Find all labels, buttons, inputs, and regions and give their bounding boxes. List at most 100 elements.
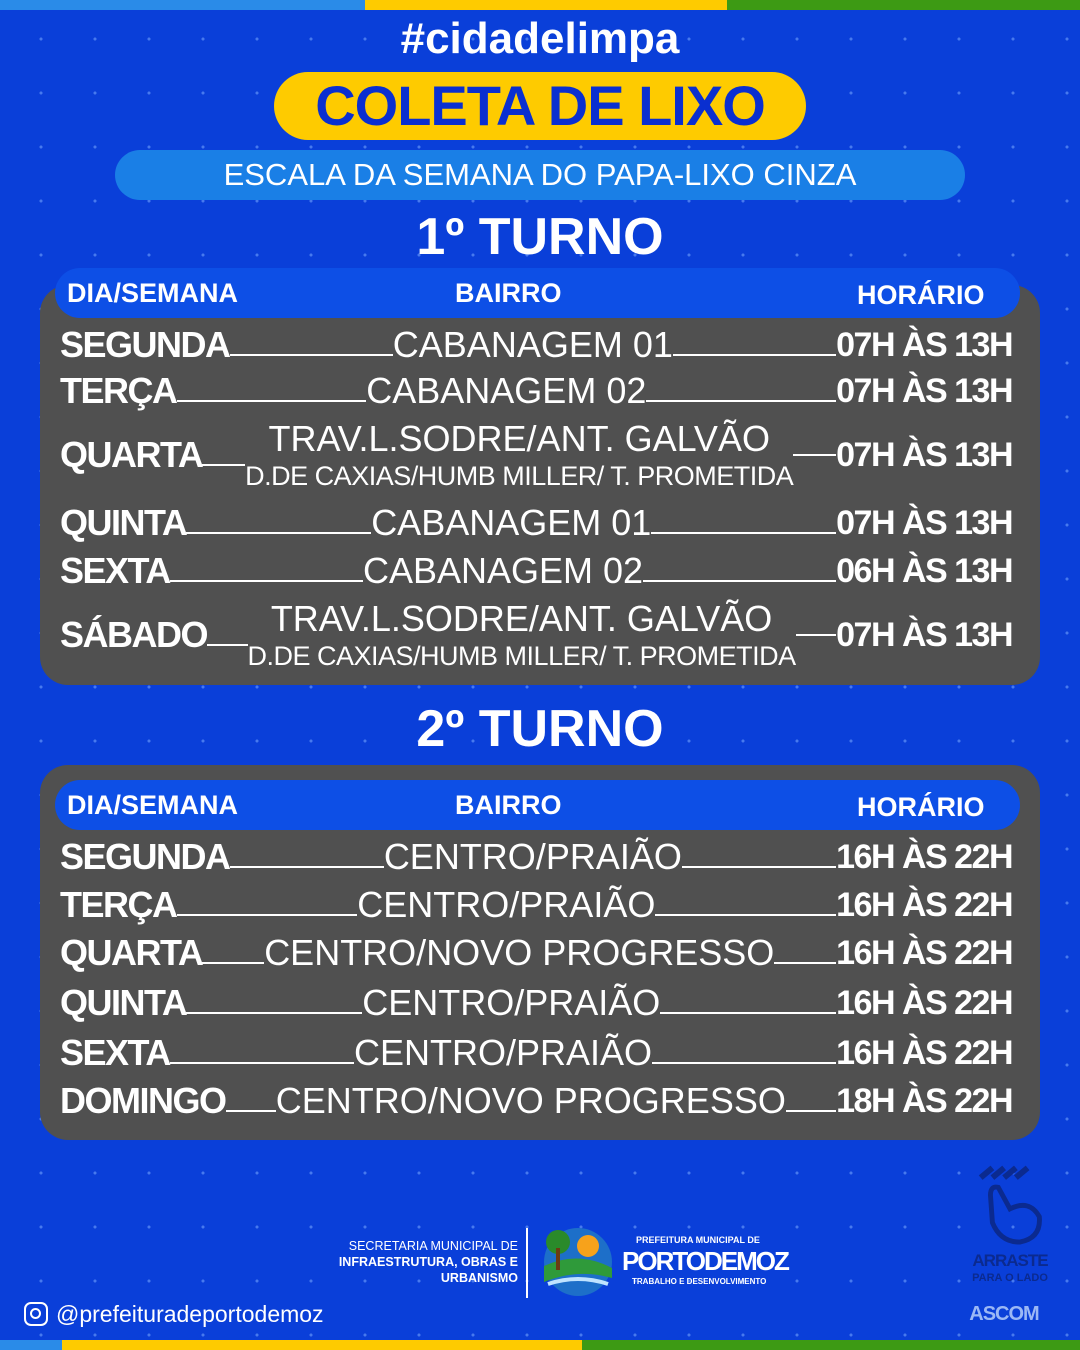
secretaria-line: URBANISMO <box>440 1271 518 1285</box>
day-cell: TERÇA <box>60 370 178 411</box>
secretaria-text: SECRETARIA MUNICIPAL DE INFRAESTRUTURA, … <box>310 1238 518 1286</box>
header-bairro: BAIRRO <box>455 278 562 308</box>
header-horario: HORÁRIO <box>857 792 985 822</box>
bairro-text: TRAV.L.SODRE/ANT. GALVÃO <box>270 598 773 639</box>
leader-line <box>225 1110 276 1112</box>
day-cell: TERÇA <box>60 884 178 925</box>
leader-line <box>672 354 837 356</box>
schedule-row: TERÇA CENTRO/PRAIÃO 16H ÀS 22H <box>60 884 1014 926</box>
schedule-row: DOMINGO CENTRO/NOVO PROGRESSO 18H ÀS 22H <box>60 1080 1014 1122</box>
hours-cell: 16H ÀS 22H <box>836 838 1013 876</box>
instagram-icon <box>24 1302 48 1326</box>
prefeitura-small: PREFEITURA MUNICIPAL DE <box>636 1235 760 1245</box>
header-horario: HORÁRIO <box>857 280 985 310</box>
leader-line <box>660 1012 837 1014</box>
turno1-header: DIA/SEMANA BAIRRO HORÁRIO <box>55 268 1020 318</box>
page-title: COLETA DE LIXO <box>274 72 806 140</box>
leader-line <box>186 532 372 534</box>
day-cell: SEGUNDA <box>60 324 231 365</box>
schedule-row: SEGUNDA CENTRO/PRAIÃO 16H ÀS 22H <box>60 836 1014 878</box>
prefeitura-slogan: TRABALHO E DESENVOLVIMENTO <box>632 1277 767 1286</box>
prefeitura-logo: PREFEITURA MUNICIPAL DE PORTODEMOZ TRABA… <box>622 1234 792 1287</box>
swipe-line2: PARA O LADO <box>972 1272 1048 1284</box>
leader-line <box>176 400 367 402</box>
hours-cell: 16H ÀS 22H <box>836 1034 1013 1072</box>
leader-line <box>229 354 393 356</box>
swipe-hint: ARRASTE PARA O LADO <box>962 1160 1058 1285</box>
leader-line <box>643 580 837 582</box>
bairro-cell: CENTRO/PRAIÃO <box>384 836 682 878</box>
schedule-row: SEGUNDA CABANAGEM 01 07H ÀS 13H <box>60 324 1013 366</box>
bairro-text: CABANAGEM 01 <box>371 502 652 543</box>
bairro-cell: CENTRO/PRAIÃO <box>357 884 655 926</box>
bairro-text: CENTRO/NOVO PROGRESSO <box>275 1080 786 1121</box>
schedule-row: TERÇA CABANAGEM 02 07H ÀS 13H <box>60 370 1013 412</box>
swipe-line1: ARRASTE <box>972 1251 1048 1270</box>
bairro-cell: CENTRO/PRAIÃO <box>362 982 660 1024</box>
bairro-cell: TRAV.L.SODRE/ANT. GALVÃO D.DE CAXIAS/HUM… <box>247 598 797 672</box>
leader-line <box>202 962 265 964</box>
day-cell: DOMINGO <box>60 1080 227 1121</box>
leader-line <box>785 1110 837 1112</box>
bairro-cell: CABANAGEM 02 <box>363 550 643 592</box>
bottom-color-stripe <box>0 1340 1080 1350</box>
leader-line <box>169 1062 354 1064</box>
bairro-text: CENTRO/NOVO PROGRESSO <box>264 932 775 973</box>
hours-cell: 16H ÀS 22H <box>836 984 1013 1022</box>
hashtag: #cidadelimpa <box>400 14 680 63</box>
city-logo-emblem <box>538 1220 618 1298</box>
day-cell: QUARTA <box>60 434 204 475</box>
bairro-cell: CABANAGEM 02 <box>366 370 646 412</box>
leader-line <box>681 866 837 868</box>
leader-line <box>646 400 837 402</box>
hours-cell: 07H ÀS 13H <box>836 616 1013 654</box>
bairro-text: CENTRO/PRAIÃO <box>362 982 661 1023</box>
bairro-cell: CENTRO/NOVO PROGRESSO <box>264 932 774 974</box>
header-bairro: BAIRRO <box>455 790 562 820</box>
leader-line <box>655 914 837 916</box>
hours-cell: 18H ÀS 22H <box>836 1082 1013 1120</box>
leader-line <box>795 634 837 636</box>
turno2-title: 2º TURNO <box>416 700 664 758</box>
day-cell: QUINTA <box>60 982 188 1023</box>
day-cell: SEGUNDA <box>60 836 231 877</box>
hours-cell: 07H ÀS 13H <box>836 504 1013 542</box>
bairro-cell: CENTRO/NOVO PROGRESSO <box>276 1080 786 1122</box>
hours-cell: 07H ÀS 13H <box>836 326 1013 364</box>
schedule-row: QUARTA CENTRO/NOVO PROGRESSO 16H ÀS 22H <box>60 932 1014 974</box>
top-color-stripe <box>0 0 1080 10</box>
schedule-row: QUARTA TRAV.L.SODRE/ANT. GALVÃO D.DE CAX… <box>60 418 1014 492</box>
leader-line <box>229 866 384 868</box>
leader-line <box>202 464 246 466</box>
turno1-table <box>40 285 1040 685</box>
hours-cell: 06H ÀS 13H <box>836 552 1013 590</box>
leader-line <box>169 580 363 582</box>
bairro-text: CABANAGEM 02 <box>362 550 644 591</box>
leader-line <box>774 962 837 964</box>
leader-line <box>207 644 248 646</box>
schedule-row: SEXTA CABANAGEM 02 06H ÀS 13H <box>60 550 1014 592</box>
bairro-sub-text: D.DE CAXIAS/HUMB MILLER/ T. PROMETIDA <box>247 641 797 671</box>
schedule-row: SEXTA CENTRO/PRAIÃO 16H ÀS 22H <box>60 1032 1013 1074</box>
bairro-text: CABANAGEM 01 <box>392 324 673 365</box>
turno1-title: 1º TURNO <box>416 208 664 266</box>
instagram-handle[interactable]: @prefeituradeportodemoz <box>24 1300 324 1328</box>
prefeitura-name: PORTODEMOZ <box>622 1246 790 1276</box>
day-cell: SÁBADO <box>60 614 209 655</box>
leader-line <box>186 1012 363 1014</box>
schedule-row: QUINTA CENTRO/PRAIÃO 16H ÀS 22H <box>60 982 1013 1024</box>
day-cell: QUINTA <box>60 502 188 543</box>
schedule-row: QUINTA CABANAGEM 01 07H ÀS 13H <box>60 502 1014 544</box>
secretaria-line: INFRAESTRUTURA, OBRAS E <box>338 1255 518 1269</box>
ascom-logo: ASCOM <box>969 1303 1039 1325</box>
leader-line <box>652 1062 837 1064</box>
instagram-text: @prefeituradeportodemoz <box>56 1301 324 1327</box>
swipe-hand-icon <box>978 1165 1042 1245</box>
bairro-cell: CABANAGEM 01 <box>393 324 673 366</box>
divider <box>526 1228 528 1298</box>
bairro-cell: CABANAGEM 01 <box>371 502 651 544</box>
day-cell: SEXTA <box>60 550 171 591</box>
hours-cell: 16H ÀS 22H <box>836 934 1013 972</box>
hours-cell: 07H ÀS 13H <box>836 372 1013 410</box>
bairro-text: CENTRO/PRAIÃO <box>353 1032 653 1073</box>
